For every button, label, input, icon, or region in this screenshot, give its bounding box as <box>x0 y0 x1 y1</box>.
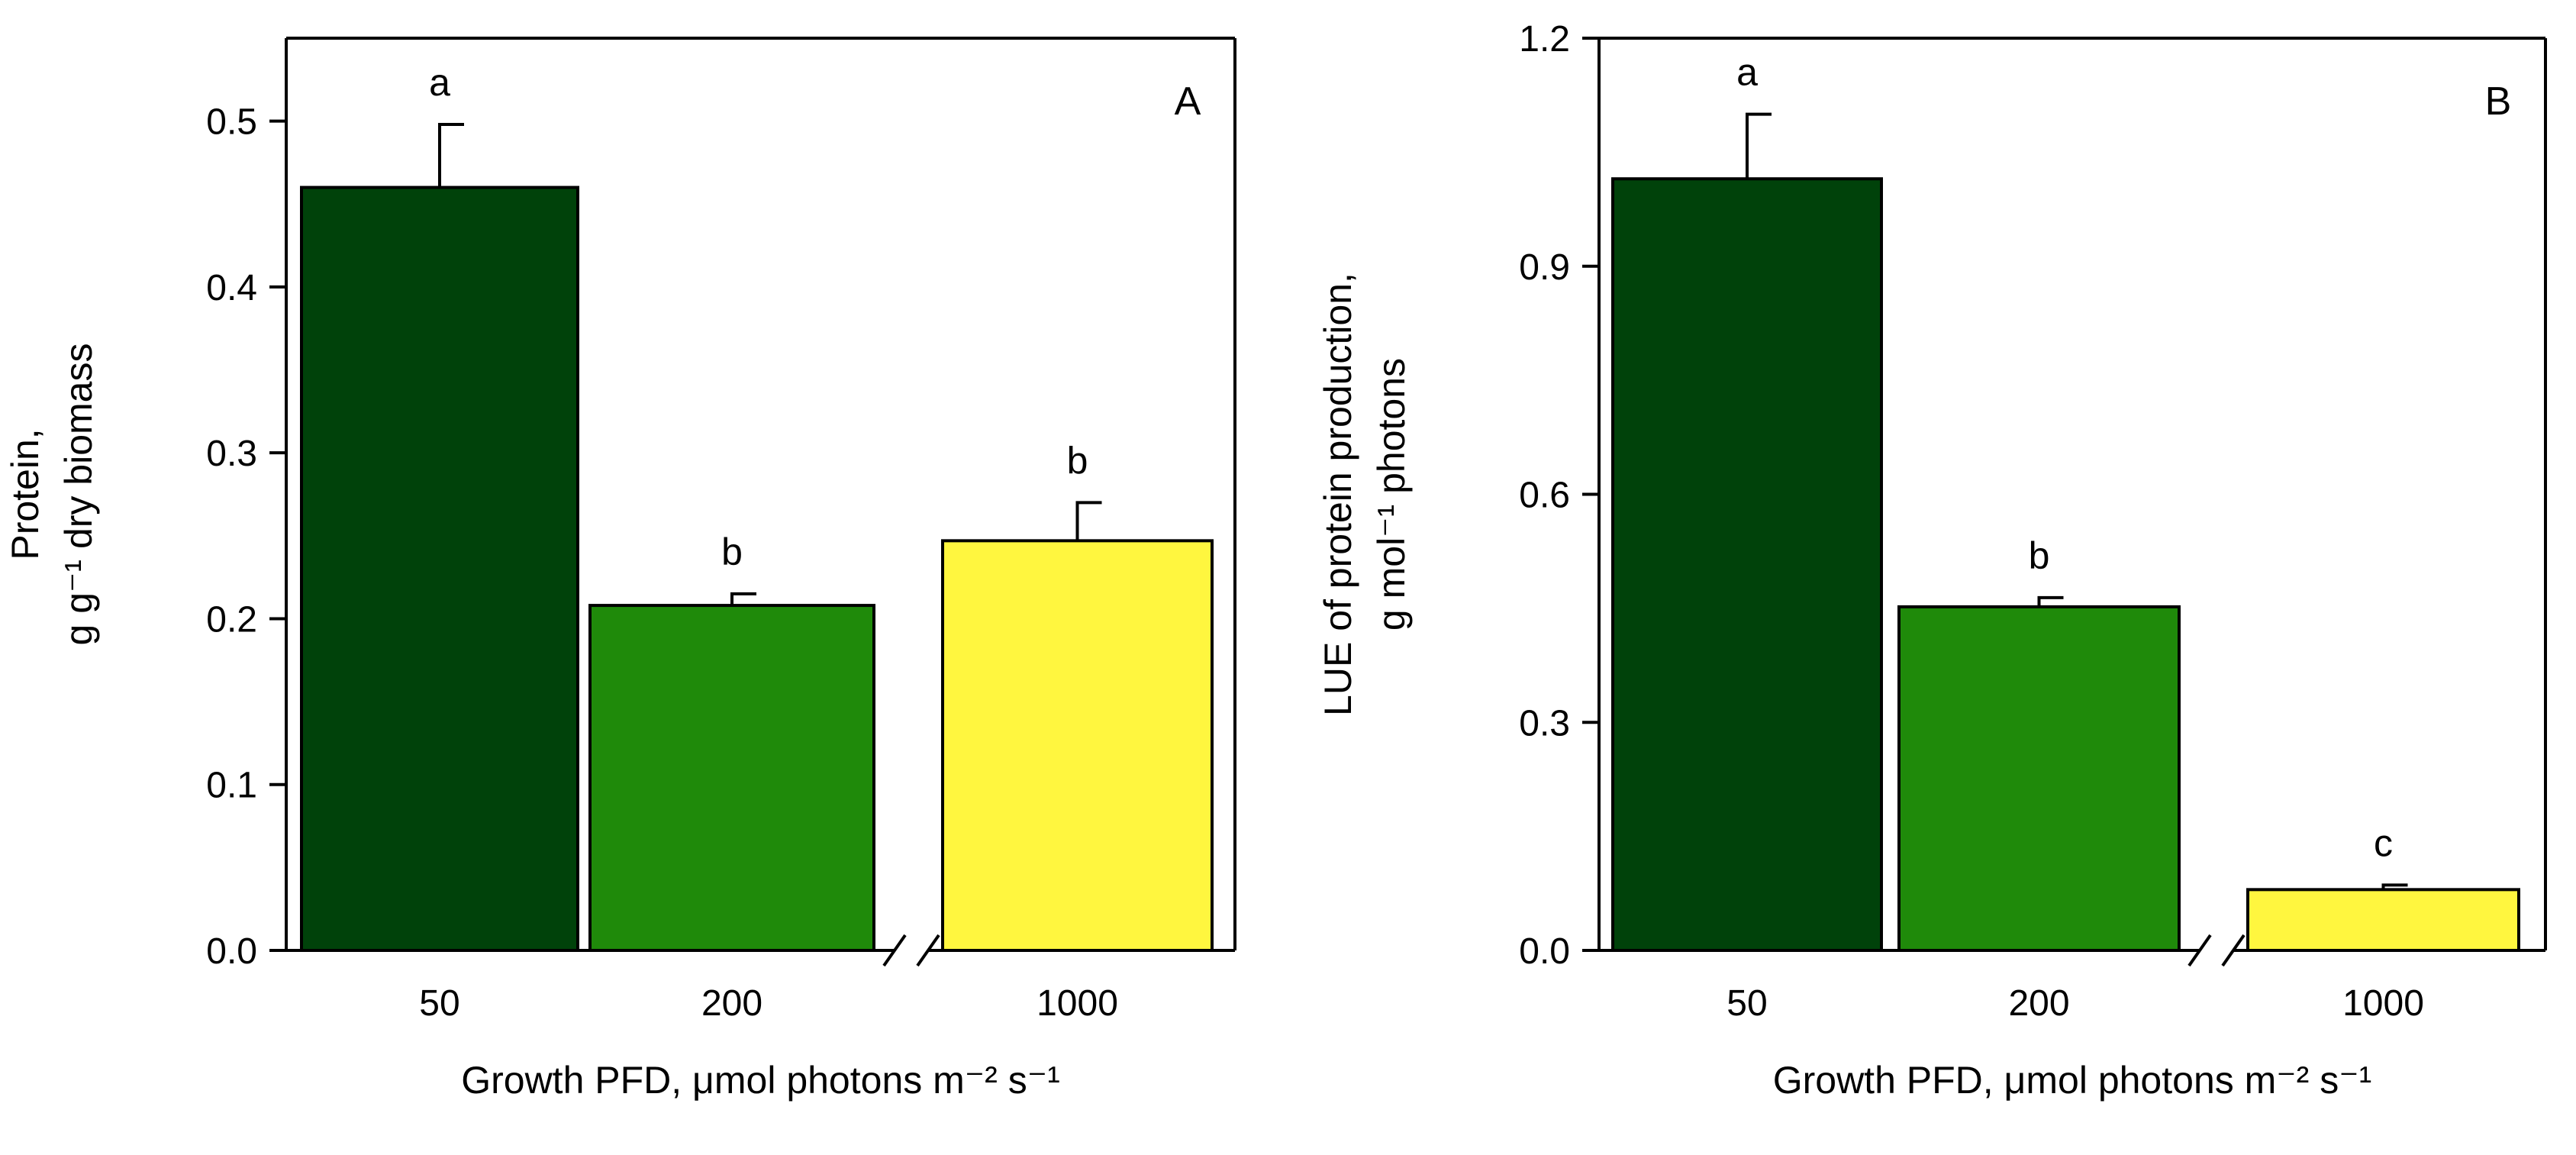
axis-break-mark <box>2188 934 2212 967</box>
x-tick-label: 1000 <box>2342 983 2424 1024</box>
panel-label: A <box>1175 79 1201 124</box>
axis-break-mark <box>2221 934 2246 967</box>
bar-1000 <box>2246 888 2520 953</box>
x-tick-label: 200 <box>2008 983 2069 1024</box>
x-axis-title: Growth PFD, μmol photons m⁻² s⁻¹ <box>461 1059 1060 1102</box>
x-axis-title: Growth PFD, μmol photons m⁻² s⁻¹ <box>1773 1059 2372 1102</box>
panel-label: B <box>2485 79 2512 124</box>
panel-b: a 50 b 200 c 1000 0.0 0.3 0.6 0.9 1.2 B Growth PFD, … <box>1317 19 2547 1102</box>
x-tick-label: 1000 <box>1037 983 1118 1024</box>
y-tick-label: 1.2 <box>1519 19 1570 60</box>
bar-200 <box>588 604 875 953</box>
y-tick-label: 0.2 <box>206 599 257 640</box>
axis-break-mark <box>916 934 940 967</box>
panel-a: a 50 b 200 b 1000 0.0 0.1 0.2 0.3 0.4 0.5 A Growth PF… <box>4 37 1236 1102</box>
y-tick-label: 0.9 <box>1519 247 1570 288</box>
y-tick-label: 0.1 <box>206 766 257 806</box>
bar-50 <box>1611 177 1883 952</box>
significance-letter: b <box>2029 534 2050 577</box>
significance-letter: a <box>1736 51 1758 94</box>
y-axis-title-line: g g⁻¹ dry biomass <box>57 344 100 646</box>
y-tick-label: 0.0 <box>1519 931 1570 972</box>
significance-letter: b <box>1067 439 1088 482</box>
y-tick-label: 0.3 <box>1519 703 1570 744</box>
y-tick-label: 0.5 <box>206 102 257 143</box>
y-axis-title-line: Protein, <box>4 428 47 560</box>
bar-50 <box>300 186 579 952</box>
y-axis-title-line: LUE of protein production, <box>1317 273 1359 716</box>
x-tick-label: 200 <box>701 983 762 1024</box>
significance-letter: c <box>2374 821 2393 864</box>
bar-1000 <box>941 539 1214 952</box>
x-tick-label: 50 <box>419 983 459 1024</box>
y-axis-title-line: g mol⁻¹ photons <box>1370 358 1413 631</box>
significance-letter: b <box>721 531 743 573</box>
y-tick-label: 0.4 <box>206 268 257 308</box>
bar-200 <box>1897 605 2181 953</box>
y-tick-label: 0.0 <box>206 931 257 972</box>
significance-letter: a <box>429 61 450 104</box>
y-tick-label: 0.6 <box>1519 476 1570 516</box>
x-tick-label: 50 <box>1726 983 1767 1024</box>
y-tick-label: 0.3 <box>206 434 257 474</box>
axis-break-mark <box>882 934 907 967</box>
